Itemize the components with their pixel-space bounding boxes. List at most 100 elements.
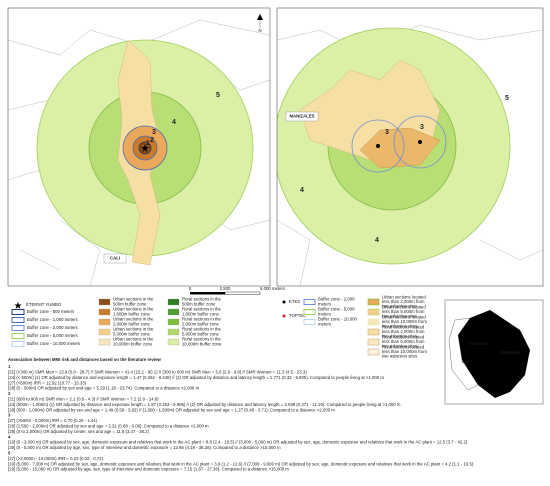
legend-label: Buffer zone - 1,000 meters <box>27 317 78 322</box>
legend-swatch <box>11 325 25 331</box>
right-map <box>277 8 543 286</box>
zone-label: 3 <box>152 129 156 136</box>
legend-site: TOPTEC <box>289 313 306 318</box>
scale-label: 2,500 <box>220 286 231 291</box>
literature-line: [27] (>2,000m - 10,000m) IRR = 0.23 (0.0… <box>8 456 104 461</box>
group-heading: 2 <box>8 391 11 396</box>
legend-label: Urban sections in the 2,000m buffer zone <box>113 317 154 327</box>
literature-line: [24] (500m - 1,000m) (1) OR adjusted by … <box>8 402 401 407</box>
literature-line: [19] (5,000 - 7,000 m) OR adjusted by se… <box>8 461 474 466</box>
literature-line: [28] (500 - 1,000m) OR adjusted by sex a… <box>8 407 335 412</box>
zone-label: 2 <box>150 137 154 144</box>
legend-label: Buffer zone - 5,000 meters <box>27 333 78 338</box>
site-symbol <box>282 314 286 318</box>
legend-swatch <box>98 338 111 346</box>
legend-swatch <box>367 328 380 336</box>
site-symbol <box>282 300 286 304</box>
legend-swatch <box>11 333 25 339</box>
legend-label: Buffer zone - 10,000 meters <box>27 341 80 346</box>
legend-swatch <box>167 298 180 306</box>
zone-label: 1 <box>146 140 150 147</box>
literature-line: [29] (0 - 5,000 m) OR adjusted by age, s… <box>8 445 281 450</box>
legend-label: Urban sections located less than 10,000m … <box>382 315 427 329</box>
group-heading: 1 <box>8 364 11 369</box>
legend-swatch <box>167 318 180 326</box>
literature-line: [29] (5,000 - 10,000 m) OR adjusted by a… <box>8 467 289 472</box>
legend-swatch <box>367 318 380 326</box>
scale-label: 0 <box>189 286 192 291</box>
literature-line: [24] (< 500m) (1) OR adjusted by distanc… <box>8 375 384 380</box>
group-heading: 3 <box>8 413 11 418</box>
legend-label: Buffer zone - 5,000 meters <box>318 307 355 317</box>
zone-label: 5 <box>216 92 220 99</box>
legend-label: Urban sections in the 5,000m buffer zone <box>113 327 154 337</box>
literature-line: [21] (600 to 900 m) SMR Men = 2.1 (0.8 -… <box>8 397 159 402</box>
legend-label: Rural sections in the 2,000m buffer zone <box>182 317 222 327</box>
legend-label: Rural sections located less than 5,000m f… <box>382 335 425 349</box>
legend-site: ETEX <box>289 299 300 304</box>
north-label: N <box>258 28 261 33</box>
legend-label: Urban sections in the 10,000m buffer zone <box>113 337 154 347</box>
legend-label: Buffer zone - 2,000 meters <box>27 325 78 330</box>
legend-swatch <box>11 341 25 347</box>
legend-label: Rural sections in the 5,000m buffer zone <box>182 327 222 337</box>
literature-line: [27] (>500m - 2,000m) IRR = 0.70 (0.26 -… <box>8 418 98 423</box>
legend-swatch <box>367 308 380 316</box>
zone-label: 5 <box>505 95 509 102</box>
group-heading: 5 <box>8 451 11 456</box>
left-map <box>8 8 270 286</box>
legend-swatch <box>11 309 25 315</box>
legend-swatch <box>167 328 180 336</box>
legend-label: Buffer zone - 2,000 meters <box>318 297 355 307</box>
legend-swatch <box>98 328 111 336</box>
legend-swatch <box>303 309 316 315</box>
legend-swatch <box>98 308 111 316</box>
legend-label: Buffer zone - 500 meters <box>27 309 74 314</box>
legend-label: Rural sections in the 500m buffer zone <box>182 297 222 307</box>
legend-label: Rural sections in the 1,000m buffer zone <box>182 307 222 317</box>
zone-label: 4 <box>375 237 379 244</box>
inset-city: Manizales <box>470 341 489 346</box>
zone-label: 4 <box>172 119 176 126</box>
left-map-frame <box>7 7 271 287</box>
city-label: CALI <box>110 256 120 261</box>
legend-label: Buffer zone - 10,000 meters <box>318 317 357 327</box>
zone-label: 3 <box>385 129 389 136</box>
legend-swatch <box>367 298 380 306</box>
literature-line: [28] (1,500 - 2,000m) OR adjusted by sex… <box>8 424 209 429</box>
legend-swatch <box>303 319 316 325</box>
inset-country: Colombia <box>500 350 520 355</box>
scale-label: 5,000 meters <box>260 286 285 291</box>
legend-label: Rural sections in the 10,000m buffer zone <box>182 337 222 347</box>
right-map-frame <box>276 7 544 287</box>
zone-label: 4 <box>300 187 304 194</box>
literature-line: [28] (0 - 500m) OR adjusted by sex and a… <box>8 386 200 391</box>
legend-label: Rural sections located less than 2,000m f… <box>382 325 425 339</box>
scale-bar <box>190 291 261 295</box>
legend-swatch <box>167 338 180 346</box>
zone-label: 3 <box>420 124 424 131</box>
legend-label: Urban sections located less than 2,000m f… <box>382 295 426 309</box>
literature-line: [19] (0 - 3,000 m) OR adjusted by sex, a… <box>8 440 468 445</box>
legend-label: Urban sections in the 500m buffer zone <box>113 297 154 307</box>
literature-line: [21] (<300 m) SMR Men = 13.9 (5.8 - 28.7… <box>8 370 307 375</box>
site-symbol <box>14 302 22 309</box>
legend-swatch <box>167 308 180 316</box>
literature-line: [29] (0 to 2,000m) OR adjusted by center… <box>8 429 150 434</box>
legend-swatch <box>11 317 25 323</box>
legend-label: Urban sections located less than 5,000m f… <box>382 305 426 319</box>
inset-map <box>444 299 544 405</box>
legend-label: Urban sections in the 1,000m buffer zone <box>113 307 154 317</box>
legend-swatch <box>98 318 111 326</box>
legend-swatch <box>367 348 380 356</box>
legend-label: Rural sections located less than 10,000m … <box>382 345 427 359</box>
city-label-box <box>103 253 127 264</box>
legend-site: ETERNIT YUMBO <box>26 302 62 307</box>
inset-city: Cali <box>462 359 469 364</box>
legend-swatch <box>303 299 316 305</box>
city-label: MANIZALES <box>289 114 314 119</box>
literature-line: [27] (<500m) IRR = 12.92 (10.77 - 15.33) <box>8 380 87 385</box>
legend-swatch <box>98 298 111 306</box>
group-heading: 4 <box>8 434 11 439</box>
